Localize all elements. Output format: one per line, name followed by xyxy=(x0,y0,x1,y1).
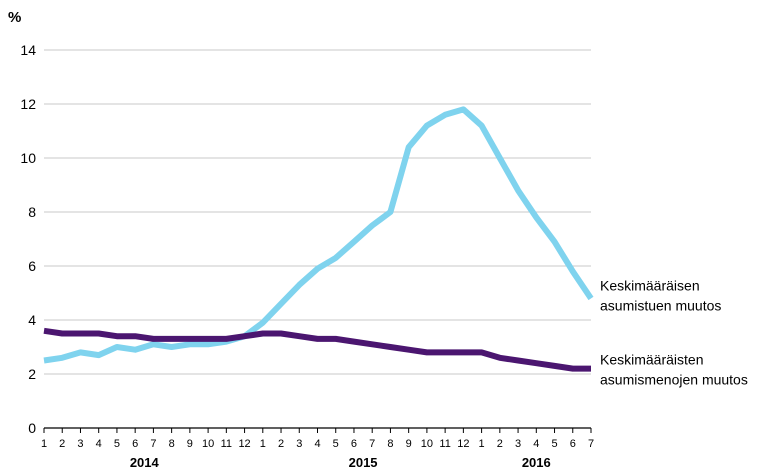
year-label: 2016 xyxy=(522,455,551,470)
x-tick-label: 2 xyxy=(278,438,284,450)
x-tick-label: 10 xyxy=(421,438,433,450)
x-axis xyxy=(43,427,592,433)
y-tick-label: 6 xyxy=(28,258,36,274)
x-tick-label: 9 xyxy=(187,438,193,450)
x-tick-label: 5 xyxy=(114,438,120,450)
series-label: asumismenojen muutos xyxy=(600,372,748,388)
x-tick-label: 5 xyxy=(551,438,557,450)
x-tick-label: 9 xyxy=(406,438,412,450)
x-tick-label: 6 xyxy=(132,438,138,450)
x-tick-label: 6 xyxy=(570,438,576,450)
series-label: Keskimääräisten xyxy=(600,352,704,368)
x-tick-label: 8 xyxy=(169,438,175,450)
x-tick-label: 2 xyxy=(59,438,65,450)
x-tick-label: 4 xyxy=(96,438,102,450)
x-tick-label: 1 xyxy=(41,438,47,450)
y-tick-labels: 0 2 4 6 8 10 12 14 xyxy=(20,42,36,436)
x-tick-label: 4 xyxy=(314,438,320,450)
x-tick-label: 1 xyxy=(479,438,485,450)
y-unit-label: % xyxy=(8,9,21,26)
year-labels: 2014 2015 2016 xyxy=(130,455,551,470)
x-tick-labels: 1 2 3 4 5 6 7 8 9 10 11 12 1 2 3 4 5 6 7 8 9 10 11 12 1 2 3 4 5 6 7 xyxy=(41,438,594,450)
x-tick-label: 7 xyxy=(369,438,375,450)
y-tick-label: 2 xyxy=(28,366,36,382)
y-tick-label: 0 xyxy=(28,420,36,436)
y-tick-label: 10 xyxy=(20,150,36,166)
x-tick-label: 3 xyxy=(515,438,521,450)
x-tick-label: 11 xyxy=(439,438,450,450)
x-tick-label: 3 xyxy=(296,438,302,450)
x-tick-label: 12 xyxy=(457,438,469,450)
x-tick-label: 11 xyxy=(221,438,232,450)
y-tick-label: 12 xyxy=(20,96,36,112)
y-tick-label: 8 xyxy=(28,204,36,220)
x-tick-label: 5 xyxy=(333,438,339,450)
x-tick-label: 4 xyxy=(533,438,539,450)
x-tick-label: 2 xyxy=(497,438,503,450)
series-lines xyxy=(43,106,594,372)
x-tick-label: 3 xyxy=(77,438,83,450)
gridlines xyxy=(44,49,591,375)
x-tick-label: 7 xyxy=(588,438,594,450)
year-label: 2014 xyxy=(130,455,160,470)
series-group xyxy=(43,106,594,372)
series-label: asumistuen muutos xyxy=(600,297,721,313)
series-labels: Keskimääräisen asumistuen muutos Keskimäär… xyxy=(600,277,748,387)
y-tick-label: 4 xyxy=(28,312,36,328)
year-label: 2015 xyxy=(349,455,378,470)
x-tick-label: 8 xyxy=(387,438,393,450)
x-tick-label: 10 xyxy=(202,438,214,450)
series-line xyxy=(43,327,591,372)
x-tick-label: 7 xyxy=(150,438,156,450)
x-tick-label: 12 xyxy=(238,438,250,450)
x-tick-label: 1 xyxy=(260,438,266,450)
series-label: Keskimääräisen xyxy=(600,277,700,293)
series-line xyxy=(43,106,594,364)
x-tick-label: 6 xyxy=(351,438,357,450)
y-tick-label: 14 xyxy=(20,42,36,58)
